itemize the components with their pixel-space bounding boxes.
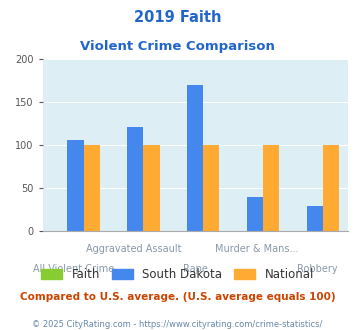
Bar: [307, 206, 323, 231]
Bar: [67, 140, 84, 231]
Text: Compared to U.S. average. (U.S. average equals 100): Compared to U.S. average. (U.S. average …: [20, 292, 335, 302]
Bar: [187, 85, 203, 231]
Text: All Violent Crime: All Violent Crime: [33, 264, 114, 274]
Bar: [263, 145, 279, 231]
Text: Aggravated Assault: Aggravated Assault: [86, 244, 182, 254]
Text: © 2025 CityRating.com - https://www.cityrating.com/crime-statistics/: © 2025 CityRating.com - https://www.city…: [32, 320, 323, 329]
Text: Violent Crime Comparison: Violent Crime Comparison: [80, 40, 275, 52]
Bar: [143, 145, 160, 231]
Bar: [203, 145, 219, 231]
Text: Robbery: Robbery: [297, 264, 338, 274]
Legend: Faith, South Dakota, National: Faith, South Dakota, National: [36, 263, 319, 286]
Bar: [84, 145, 100, 231]
Text: Rape: Rape: [183, 264, 208, 274]
Text: 2019 Faith: 2019 Faith: [134, 10, 221, 25]
Bar: [247, 197, 263, 231]
Bar: [323, 145, 339, 231]
Text: Murder & Mans...: Murder & Mans...: [214, 244, 298, 254]
Bar: [127, 127, 143, 231]
